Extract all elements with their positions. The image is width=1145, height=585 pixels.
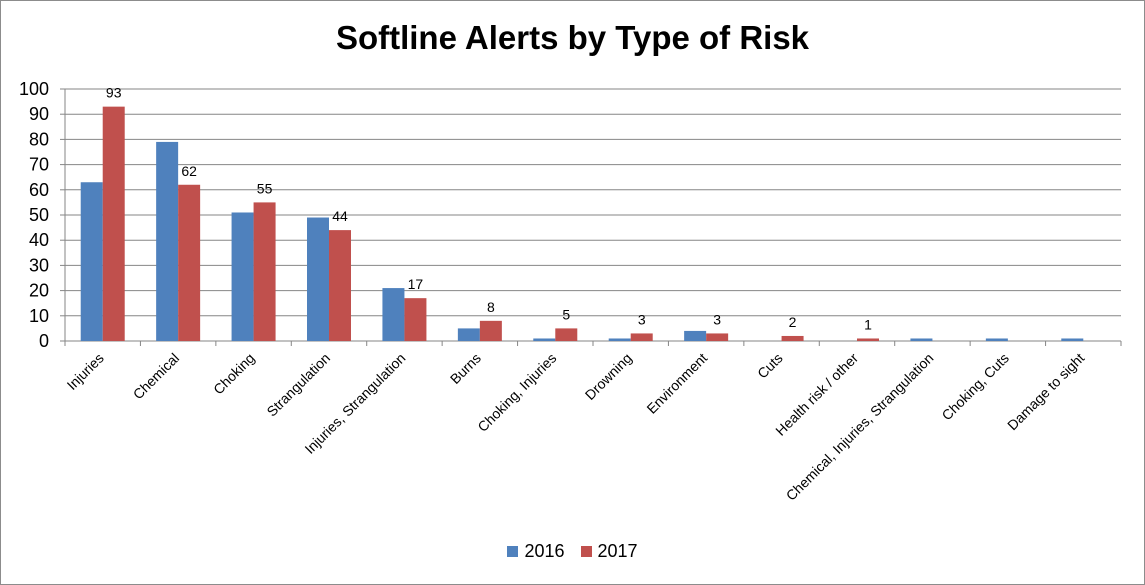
y-tick-label: 0 bbox=[39, 331, 49, 351]
legend-swatch-2016 bbox=[507, 546, 519, 557]
data-label-2017: 55 bbox=[257, 180, 273, 196]
category-label: Cuts bbox=[754, 350, 786, 382]
gridlines bbox=[65, 88, 1121, 317]
category-label: Chemical bbox=[130, 350, 183, 403]
bar-2016 bbox=[457, 328, 480, 341]
legend-item-2016: 2016 bbox=[507, 541, 565, 562]
category-label: Burns bbox=[447, 350, 484, 387]
category-label: Strangulation bbox=[263, 350, 333, 420]
data-labels: 93 62 55 44 17 8 5 3 3 2 1 bbox=[106, 85, 872, 333]
bar-2016 bbox=[307, 217, 329, 341]
data-label-2017: 62 bbox=[181, 163, 197, 179]
legend-label-2016: 2016 bbox=[524, 541, 565, 561]
data-label-2017: 3 bbox=[713, 311, 721, 327]
y-tick-label: 60 bbox=[29, 180, 49, 200]
bar-2017 bbox=[555, 328, 578, 341]
category-labels: Injuries Chemical Choking StrangulationInju… bbox=[64, 350, 1088, 504]
data-label-2017: 2 bbox=[789, 314, 797, 330]
bar-2017 bbox=[630, 333, 653, 341]
data-label-2017: 5 bbox=[562, 306, 570, 322]
chart-title: Softline Alerts by Type of Risk bbox=[335, 19, 810, 56]
bar-2017 bbox=[102, 106, 125, 341]
bar-2017 bbox=[479, 320, 502, 341]
data-label-2017: 3 bbox=[638, 311, 646, 327]
category-label: Choking, Cuts bbox=[938, 350, 1011, 423]
data-label-2017: 1 bbox=[864, 316, 872, 332]
category-label: Choking, Injuries bbox=[474, 350, 559, 435]
bar-2016 bbox=[910, 338, 933, 341]
y-tick-label: 50 bbox=[29, 205, 49, 225]
bar-2016 bbox=[985, 338, 1008, 341]
legend-label-2017: 2017 bbox=[597, 541, 638, 561]
bar-2017 bbox=[329, 230, 351, 341]
legend-swatch-2017 bbox=[580, 546, 592, 557]
y-tick-label: 90 bbox=[29, 104, 49, 124]
y-tick-label: 70 bbox=[29, 155, 49, 175]
category-label: Health risk / other bbox=[772, 350, 861, 439]
y-tick-label: 80 bbox=[29, 129, 49, 149]
bar-2016 bbox=[1061, 338, 1084, 341]
bar-2016 bbox=[231, 212, 254, 341]
legend: 2016 2017 bbox=[1, 541, 1144, 562]
bar-2016 bbox=[382, 288, 405, 341]
category-label: Drowning bbox=[582, 350, 635, 403]
category-label: Choking bbox=[210, 350, 258, 398]
data-label-2017: 17 bbox=[408, 276, 424, 292]
y-tick-label: 40 bbox=[29, 230, 49, 250]
data-label-2017: 93 bbox=[106, 85, 122, 101]
bar-2016 bbox=[608, 338, 631, 341]
y-tick-label: 100 bbox=[19, 79, 49, 99]
bar-2016 bbox=[80, 182, 103, 341]
category-label: Damage to sight bbox=[1004, 350, 1087, 433]
bar-2016 bbox=[533, 338, 556, 341]
bar-2016 bbox=[156, 141, 179, 341]
bar-2017 bbox=[781, 335, 804, 341]
data-label-2017: 44 bbox=[332, 208, 348, 224]
bar-2017 bbox=[253, 202, 276, 341]
y-tick-label: 30 bbox=[29, 255, 49, 275]
legend-item-2017: 2017 bbox=[580, 541, 638, 562]
category-label: Environment bbox=[643, 350, 710, 417]
bar-2016 bbox=[684, 330, 707, 341]
bar-2017 bbox=[178, 184, 201, 341]
bars bbox=[80, 106, 1084, 341]
y-tick-label: 20 bbox=[29, 281, 49, 301]
bar-2017 bbox=[857, 338, 879, 341]
bar-2017 bbox=[706, 333, 729, 341]
category-label: Injuries bbox=[64, 350, 107, 393]
category-label: Chemical, Injuries, Strangulation bbox=[783, 350, 937, 504]
bar-2017 bbox=[404, 298, 427, 341]
data-label-2017: 8 bbox=[487, 299, 495, 315]
y-tick-label: 10 bbox=[29, 306, 49, 326]
